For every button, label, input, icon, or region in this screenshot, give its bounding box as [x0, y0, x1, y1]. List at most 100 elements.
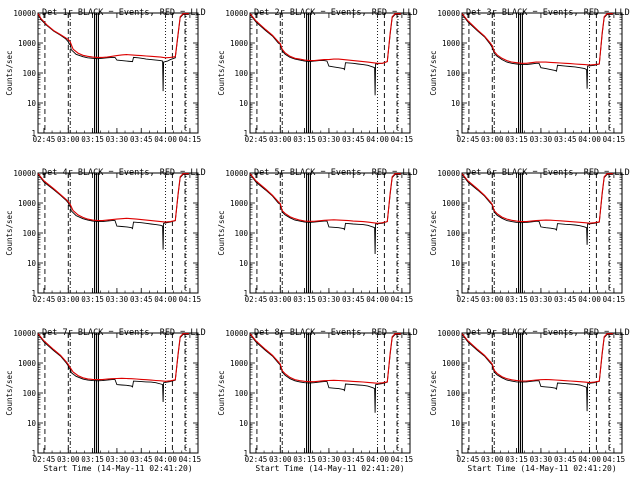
y-tick-label: 10000: [437, 169, 460, 178]
x-tick-label: 03:30: [318, 135, 341, 144]
events-series-line: [37, 173, 189, 250]
lld-series-line: [37, 13, 189, 59]
x-tick-label: 02:45: [245, 455, 268, 464]
panel-title: Det 2r BLACK = Events, RED = LLD: [254, 8, 418, 18]
y-tick-label: 1: [31, 289, 36, 298]
y-axis-label: Counts/sec: [5, 210, 14, 255]
plot-frame: [37, 172, 199, 294]
panel-title: Det 8r BLACK = Events, RED = LLD: [254, 328, 418, 338]
lld-series-line: [461, 333, 613, 384]
x-tick-label: 04:00: [366, 455, 389, 464]
x-tick-label: 03:45: [342, 455, 365, 464]
plot-frame: [37, 332, 199, 454]
x-tick-label: 03:00: [269, 455, 292, 464]
y-tick-label: 1: [455, 449, 460, 458]
y-tick-label: 1: [243, 289, 248, 298]
lld-series-line: [37, 173, 189, 223]
y-tick-label: 100: [234, 389, 248, 398]
y-tick-label: 10000: [13, 329, 36, 338]
y-tick-label: 10000: [225, 329, 248, 338]
panel-title: Det 5r BLACK = Events, RED = LLD: [254, 168, 418, 178]
plot-frame: [461, 12, 623, 134]
panel-det-2: Det 2r BLACK = Events, RED = LLD 1 10 100 10…: [217, 8, 418, 144]
y-axis-label: Counts/sec: [5, 50, 14, 95]
x-tick-label: 03:30: [530, 135, 553, 144]
y-tick-label: 10000: [13, 169, 36, 178]
x-tick-label: 02:45: [457, 455, 480, 464]
y-tick-label: 1000: [18, 359, 37, 368]
x-tick-label: 03:15: [81, 455, 104, 464]
y-tick-label: 10: [239, 259, 249, 268]
panel-det-5: Det 5r BLACK = Events, RED = LLD 1 10 100 10…: [217, 168, 418, 304]
y-tick-label: 10: [27, 419, 37, 428]
y-tick-label: 1000: [230, 359, 249, 368]
x-tick-label: 03:45: [554, 455, 577, 464]
x-tick-label: 03:30: [106, 455, 129, 464]
lld-series-line: [249, 13, 401, 64]
x-tick-label: 02:45: [245, 295, 268, 304]
y-axis-label: Counts/sec: [429, 210, 438, 255]
x-tick-label: 04:15: [603, 455, 626, 464]
x-axis-label: Start Time (14-May-11 02:41:20): [43, 464, 192, 473]
y-tick-label: 100: [446, 389, 460, 398]
panel-det-1: Det 1r BLACK = Events, RED = LLD 1 10 100 10…: [5, 8, 206, 144]
y-tick-label: 10: [27, 99, 37, 108]
x-tick-label: 02:45: [33, 295, 56, 304]
x-tick-label: 03:30: [106, 295, 129, 304]
panel-title: Det 9r BLACK = Events, RED = LLD: [466, 328, 630, 338]
events-series-line: [37, 13, 189, 92]
y-tick-label: 100: [446, 229, 460, 238]
events-series-line: [249, 333, 401, 413]
x-tick-label: 03:30: [530, 295, 553, 304]
y-tick-label: 1000: [442, 199, 461, 208]
x-tick-label: 02:45: [245, 135, 268, 144]
lld-series-line: [249, 173, 401, 224]
y-tick-label: 10000: [225, 9, 248, 18]
x-tick-label: 03:00: [481, 135, 504, 144]
plot-frame: [461, 332, 623, 454]
panel-det-9: Det 9r BLACK = Events, RED = LLD 1 10 100 10…: [429, 328, 630, 473]
x-tick-label: 03:00: [269, 135, 292, 144]
x-tick-label: 04:15: [179, 135, 202, 144]
x-tick-label: 04:00: [578, 135, 601, 144]
x-tick-label: 03:45: [554, 295, 577, 304]
panel-det-7: Det 7r BLACK = Events, RED = LLD 1 10 100 10…: [5, 328, 206, 473]
y-tick-label: 100: [22, 69, 36, 78]
y-tick-label: 10000: [437, 9, 460, 18]
x-tick-label: 04:00: [154, 135, 177, 144]
panel-title: Det 1r BLACK = Events, RED = LLD: [42, 8, 206, 18]
x-tick-label: 03:45: [554, 135, 577, 144]
x-tick-label: 04:00: [578, 455, 601, 464]
x-tick-label: 03:30: [318, 295, 341, 304]
y-tick-label: 1: [243, 129, 248, 138]
x-tick-label: 03:45: [130, 455, 153, 464]
events-series-line: [461, 173, 613, 245]
x-tick-label: 04:00: [154, 295, 177, 304]
x-tick-label: 04:15: [391, 135, 414, 144]
y-axis-label: Counts/sec: [429, 50, 438, 95]
y-tick-label: 100: [234, 69, 248, 78]
panel-title: Det 7r BLACK = Events, RED = LLD: [42, 328, 206, 338]
x-tick-label: 02:45: [33, 135, 56, 144]
panel-det-8: Det 8r BLACK = Events, RED = LLD 1 10 100 10…: [217, 328, 418, 473]
x-tick-label: 03:45: [130, 135, 153, 144]
y-tick-label: 1: [455, 129, 460, 138]
plot-frame: [249, 172, 411, 294]
lld-series-line: [461, 173, 613, 224]
panel-det-6: Det 6r BLACK = Events, RED = LLD 1 10 100 10…: [429, 168, 630, 304]
x-tick-label: 03:15: [293, 455, 316, 464]
y-axis-label: Counts/sec: [217, 50, 226, 95]
x-tick-label: 03:00: [481, 295, 504, 304]
plot-frame: [249, 332, 411, 454]
x-tick-label: 03:15: [505, 295, 528, 304]
x-tick-label: 03:15: [505, 455, 528, 464]
y-tick-label: 1: [243, 449, 248, 458]
x-tick-label: 03:00: [57, 455, 80, 464]
x-tick-label: 03:45: [342, 135, 365, 144]
x-tick-label: 04:00: [154, 455, 177, 464]
y-tick-label: 100: [234, 229, 248, 238]
x-axis-label: Start Time (14-May-11 02:41:20): [467, 464, 616, 473]
x-tick-label: 02:45: [457, 295, 480, 304]
panel-det-3: Det 3r BLACK = Events, RED = LLD 1 10 100 10…: [429, 8, 630, 144]
y-axis-label: Counts/sec: [217, 370, 226, 415]
